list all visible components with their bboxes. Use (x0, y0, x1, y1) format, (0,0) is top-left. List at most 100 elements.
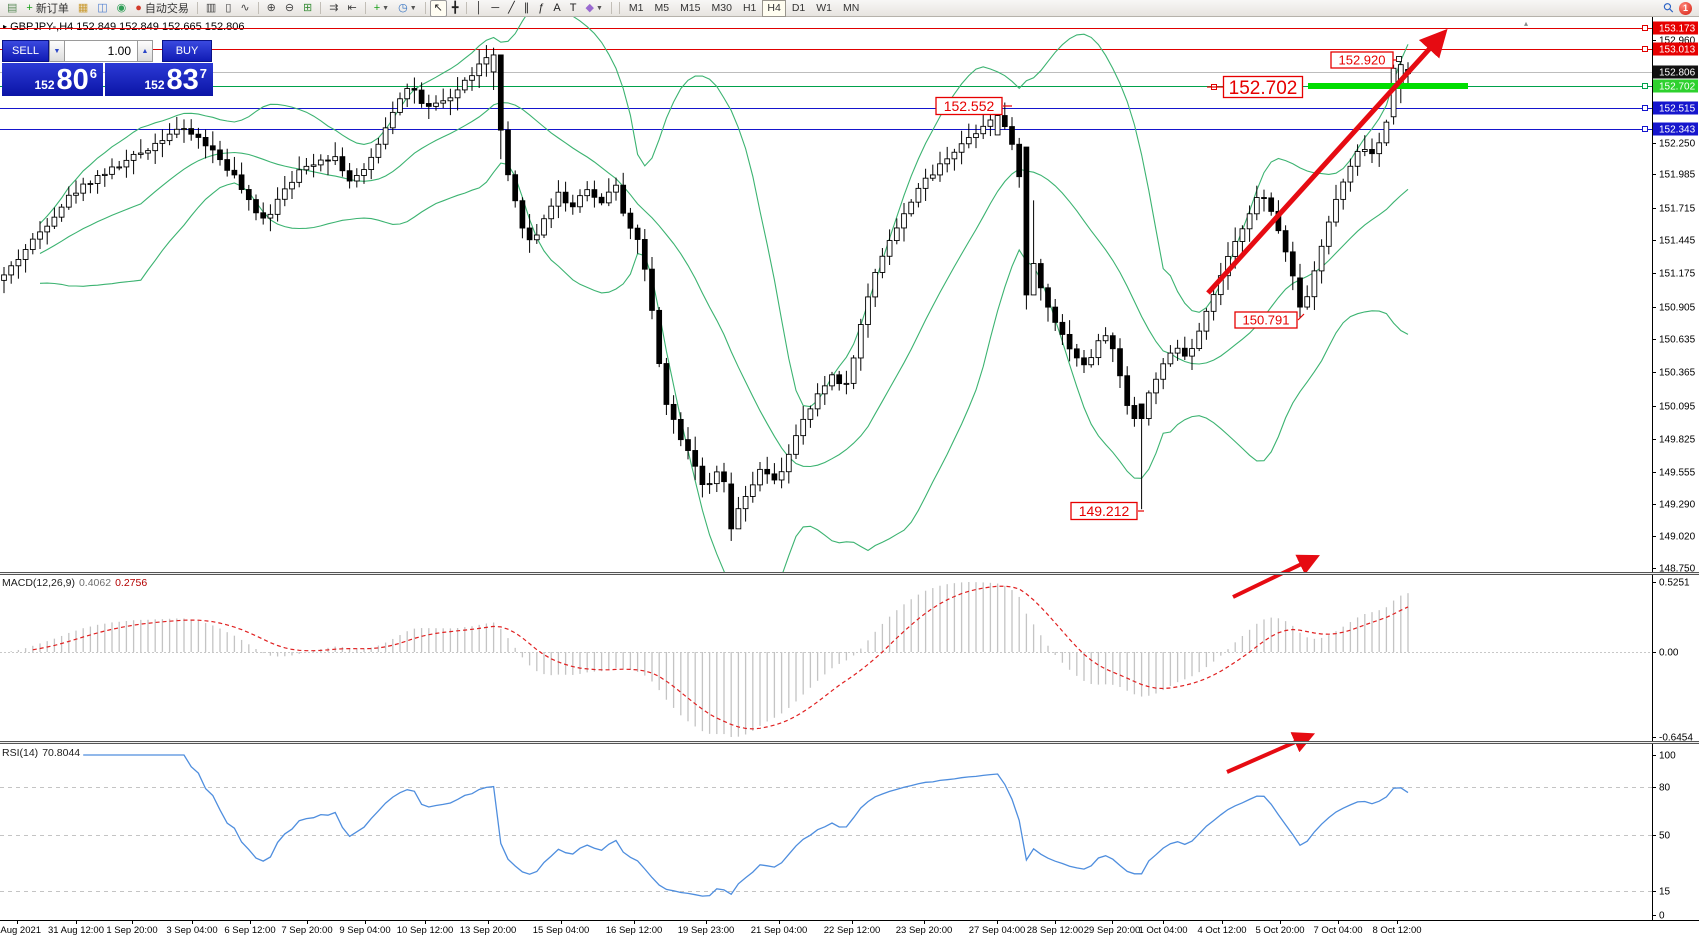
fibonacci-icon[interactable]: ƒ (534, 0, 548, 17)
new-order-icon: + (26, 1, 33, 14)
macd-main-value: 0.4062 (78, 577, 112, 589)
svg-text:31 Aug 12:00: 31 Aug 12:00 (48, 925, 104, 936)
main-trend-arrow[interactable] (1206, 28, 1448, 295)
svg-text:22 Sep 12:00: 22 Sep 12:00 (824, 925, 881, 936)
price-label-text: 152.552 (944, 98, 995, 114)
cursor-icon[interactable]: ↖ (429, 0, 447, 17)
equidistant-channel-icon[interactable]: ∥ (520, 0, 534, 17)
search-icon[interactable]: ⚲ (1660, 0, 1678, 17)
timeframe-h4-button[interactable]: H4 (762, 0, 786, 17)
svg-text:151.715: 151.715 (1659, 204, 1696, 215)
candlestick-chart[interactable] (1, 3, 1468, 617)
price-label-text: 152.702 (1229, 78, 1298, 99)
volume-decrease-button[interactable]: ▼ (49, 40, 65, 62)
candlestick-chart-icon-icon: ▯ (225, 1, 232, 14)
bid-price-display[interactable]: 152 80 6 (2, 63, 103, 96)
crosshair-icon[interactable]: ╋ (448, 0, 463, 17)
rsi-pane[interactable] (0, 754, 1652, 897)
svg-text:153.173: 153.173 (1659, 24, 1696, 35)
vertical-line-icon[interactable]: │ (471, 0, 486, 17)
new-chart-icon-icon: ▤ (7, 1, 18, 14)
trendline-icon[interactable]: ╱ (504, 0, 519, 17)
svg-text:153.013: 153.013 (1659, 45, 1696, 56)
time-axis: 0 Aug 2021 31 Aug 12:001 Sep 20:00 3 Sep 0… (0, 920, 1422, 936)
timeframe-m30-button[interactable]: M30 (711, 2, 732, 14)
autotrading-button[interactable]: ● 自动交易 (131, 0, 193, 17)
market-watch-icon[interactable]: ▦ (74, 0, 92, 17)
svg-text:151.985: 151.985 (1659, 170, 1696, 181)
chart-shift-icon[interactable]: ⇤ (343, 0, 360, 17)
bar-chart-icon[interactable]: ▥ (202, 0, 220, 17)
shapes-icon-icon: ◆ (585, 1, 594, 14)
svg-text:150.095: 150.095 (1659, 402, 1696, 413)
timeframe-w1-button[interactable]: W1 (816, 2, 832, 14)
volume-increase-button[interactable]: ▲ (137, 40, 153, 62)
zoom-in-icon[interactable]: ⊕ (263, 0, 280, 17)
candlestick-chart-icon[interactable]: ▯ (221, 0, 235, 17)
svg-text:9 Sep 04:00: 9 Sep 04:00 (339, 925, 390, 936)
new-order-button[interactable]: + 新订单 (22, 0, 72, 17)
main-toolbar: ▤ + 新订单 ▦ ◫ ◉ ● 自动交易 ▥ ▯ ∿ ⊕ ⊖ ⊞ ⇉ ⇤ + ▼ ◷ ▼ ↖ ╋ │ ─ ╱ ∥ ƒ A T ◆ ▼ M1 M5… (0, 0, 1699, 17)
auto-scroll-icon[interactable]: ⇉ (325, 0, 342, 17)
toolbar-separator (257, 2, 259, 14)
ask-price-display[interactable]: 152 83 7 (105, 63, 213, 96)
svg-text:50: 50 (1659, 831, 1671, 842)
price-label-box[interactable] (935, 96, 1003, 116)
rsi-indicator-label: RSI(14) 70.8044 (2, 747, 80, 759)
shapes-icon[interactable]: ◆ ▼ (581, 0, 606, 17)
price-label-box[interactable] (1070, 501, 1138, 521)
label-icon[interactable]: T (566, 0, 581, 17)
zoom-out-icon[interactable]: ⊖ (281, 0, 298, 17)
toolbar-separator (466, 2, 468, 14)
tile-windows-icon-icon: ⊞ (303, 1, 313, 14)
buy-button[interactable]: BUY (162, 40, 212, 62)
svg-text:149.555: 149.555 (1659, 468, 1696, 479)
auto-scroll-icon-icon: ⇉ (329, 1, 339, 14)
horizontal-level-lines (0, 28, 1652, 130)
text-icon[interactable]: A (549, 0, 564, 17)
macd-pane[interactable] (0, 582, 1652, 737)
chart-annotations[interactable]: 152.920 152.702 152.552 150.791 149.212 (935, 28, 1448, 774)
svg-text:15: 15 (1659, 887, 1671, 898)
price-label-box[interactable] (1222, 75, 1304, 99)
svg-text:3 Sep 04:00: 3 Sep 04:00 (166, 925, 217, 936)
sell-button[interactable]: SELL (2, 40, 49, 62)
signals-icon[interactable]: ◉ (113, 0, 131, 17)
tile-windows-icon[interactable]: ⊞ (299, 0, 316, 17)
horizontal-line-icon[interactable]: ─ (487, 0, 503, 17)
scroll-to-end-icon[interactable]: ▴ (1524, 19, 1528, 28)
timeframe-h1-button[interactable]: H1 (742, 2, 757, 14)
timeframe-m15-button[interactable]: M15 (680, 2, 701, 14)
timeframe-d1-button[interactable]: D1 (791, 2, 806, 14)
periods-icon[interactable]: ◷ ▼ (394, 0, 421, 17)
timeframe-m1-button[interactable]: M1 (628, 2, 644, 14)
toolbar-separator (618, 2, 620, 14)
notifications-badge[interactable]: 1 (1679, 1, 1692, 15)
svg-text:150.365: 150.365 (1659, 368, 1696, 379)
svg-text:6 Sep 12:00: 6 Sep 12:00 (224, 925, 275, 936)
price-label-box[interactable] (1234, 311, 1298, 329)
svg-text:148.750: 148.750 (1659, 564, 1696, 575)
svg-text:27 Sep 04:00: 27 Sep 04:00 (969, 925, 1026, 936)
symbol-ohlc-header: ▸ GBPJPY-,H4 152.849 152.849 152.665 152… (3, 21, 245, 33)
timeframe-m5-button[interactable]: M5 (654, 2, 670, 14)
toolbar-separator (610, 2, 612, 14)
svg-text:152.515: 152.515 (1659, 104, 1696, 115)
svg-text:21 Sep 04:00: 21 Sep 04:00 (751, 925, 808, 936)
rsi-value: 70.8044 (42, 747, 81, 759)
price-label-box[interactable] (1330, 51, 1394, 69)
macd-arrow[interactable] (1232, 554, 1320, 599)
macd-name: MACD(12,26,9) (2, 577, 75, 589)
data-window-icon-icon: ◫ (97, 1, 108, 14)
volume-input[interactable] (65, 40, 137, 62)
cursor-icon-icon: ↖ (433, 1, 443, 14)
new-chart-icon[interactable]: ▤ (3, 0, 21, 17)
line-chart-icon[interactable]: ∿ (236, 0, 253, 17)
data-window-icon[interactable]: ◫ (93, 0, 111, 17)
indicators-add-icon[interactable]: + ▼ (370, 0, 393, 17)
ask-pip-digit: 7 (199, 66, 207, 81)
timeframe-mn-button[interactable]: MN (843, 2, 860, 14)
svg-text:150.905: 150.905 (1659, 303, 1696, 314)
